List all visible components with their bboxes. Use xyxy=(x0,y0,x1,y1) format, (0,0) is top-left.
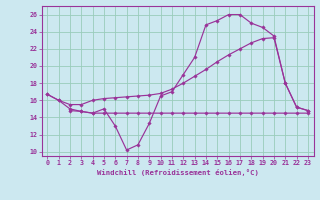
X-axis label: Windchill (Refroidissement éolien,°C): Windchill (Refroidissement éolien,°C) xyxy=(97,169,259,176)
